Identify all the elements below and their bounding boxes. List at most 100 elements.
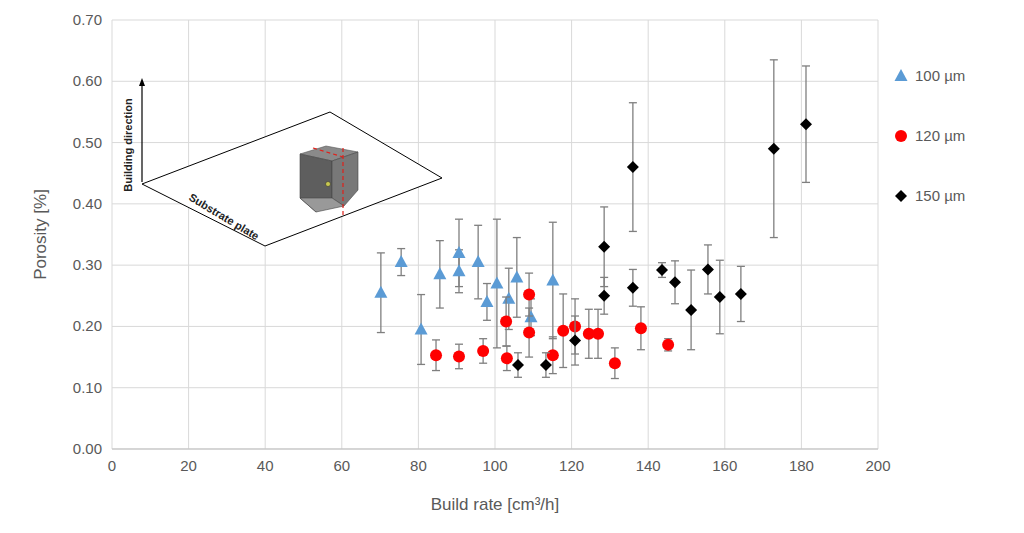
legend-label: 120 µm xyxy=(915,127,965,144)
grid xyxy=(112,20,878,449)
error-bar-cap xyxy=(658,277,666,278)
error-bar-cap xyxy=(600,277,608,278)
x-tick-label: 0 xyxy=(108,457,116,474)
x-grid-line xyxy=(571,20,572,449)
error-bar-cap xyxy=(629,306,637,307)
error-bar-cap xyxy=(502,296,510,297)
error-bar-cap xyxy=(549,373,557,374)
error-bar-cap xyxy=(503,345,511,346)
error-bar-cap xyxy=(549,336,557,337)
data-point xyxy=(598,290,610,302)
error-bar-cap xyxy=(559,293,567,294)
x-tick-label: 160 xyxy=(712,457,737,474)
error-bar-cap xyxy=(377,332,385,333)
plot-data xyxy=(374,60,812,379)
x-tick-label: 120 xyxy=(559,457,584,474)
error-bar-cap xyxy=(542,352,550,353)
data-point xyxy=(523,327,535,339)
chart: 0.000.100.200.300.400.500.600.7002040608… xyxy=(0,0,1024,533)
error-bar-cap xyxy=(432,370,440,371)
x-tick-label: 200 xyxy=(865,457,890,474)
legend-label: 150 µm xyxy=(915,187,965,204)
y-tick-label: 0.50 xyxy=(73,134,102,151)
data-point xyxy=(714,291,726,303)
error-bar-cap xyxy=(397,275,405,276)
error-bar-cap xyxy=(503,370,511,371)
error-bar-cap xyxy=(716,260,724,261)
part-bottom xyxy=(300,198,344,212)
data-point xyxy=(453,350,465,362)
error-bar-cap xyxy=(502,345,510,346)
data-point xyxy=(609,357,621,369)
data-point xyxy=(685,304,697,316)
data-point xyxy=(374,286,387,298)
error-bar-cap xyxy=(474,225,482,226)
x-tick-label: 60 xyxy=(333,457,350,474)
error-bar-cap xyxy=(600,206,608,207)
data-point xyxy=(433,267,446,279)
data-point xyxy=(490,277,503,289)
part-side xyxy=(332,152,358,206)
series xyxy=(430,273,674,378)
data-point xyxy=(662,339,674,351)
data-point xyxy=(523,289,535,301)
legend-marker xyxy=(895,130,907,142)
build-arrow-head xyxy=(139,78,145,86)
x-grid-line xyxy=(341,20,342,449)
error-bar-cap xyxy=(525,272,533,273)
x-grid-line xyxy=(648,20,649,449)
error-bar-cap xyxy=(417,364,425,365)
error-bar-cap xyxy=(600,314,608,315)
error-bar-cap xyxy=(585,309,593,310)
error-bar-cap xyxy=(658,262,666,263)
y-axis-title: Porosity [%] xyxy=(31,189,50,280)
data-point xyxy=(557,325,569,337)
error-bar-cap xyxy=(436,240,444,241)
annotation: Substrate plate xyxy=(187,191,261,242)
data-point xyxy=(500,316,512,328)
legend: 100 µm120 µm150 µm xyxy=(895,67,966,204)
error-bar-cap xyxy=(455,368,463,369)
error-bar-cap xyxy=(611,378,619,379)
data-point xyxy=(546,273,559,285)
x-tick-label: 180 xyxy=(789,457,814,474)
x-axis-line xyxy=(112,449,878,450)
data-point xyxy=(477,345,489,357)
error-bar-cap xyxy=(585,358,593,359)
data-point xyxy=(635,322,647,334)
error-bar-cap xyxy=(514,377,522,378)
error-bar-cap xyxy=(455,344,463,345)
error-bar-cap xyxy=(716,333,724,334)
x-grid-line xyxy=(112,20,113,449)
error-bar-cap xyxy=(455,292,463,293)
data-point xyxy=(627,282,639,294)
y-tick-label: 0.10 xyxy=(73,379,102,396)
error-bar-cap xyxy=(432,339,440,340)
data-point xyxy=(510,270,523,282)
data-point xyxy=(540,359,552,371)
x-tick-label: 100 xyxy=(482,457,507,474)
error-bar-cap xyxy=(455,219,463,220)
error-bar-cap xyxy=(483,283,491,284)
error-bar-cap xyxy=(594,358,602,359)
error-bar-cap xyxy=(704,293,712,294)
error-bar-cap xyxy=(513,317,521,318)
data-point xyxy=(472,255,485,267)
error-bar-cap xyxy=(737,266,745,267)
error-bar-cap xyxy=(483,320,491,321)
error-bar-cap xyxy=(493,219,501,220)
error-bar-cap xyxy=(549,222,557,223)
error-bar-cap xyxy=(637,306,645,307)
error-bar-cap xyxy=(704,244,712,245)
data-point xyxy=(452,246,465,258)
data-point xyxy=(800,118,812,130)
data-point xyxy=(735,288,747,300)
data-point xyxy=(569,335,581,347)
data-point xyxy=(480,295,493,307)
error-bar-cap xyxy=(525,356,533,357)
build-arrow xyxy=(141,84,142,182)
x-tick-label: 20 xyxy=(180,457,197,474)
data-point xyxy=(768,143,780,155)
x-tick-label: 80 xyxy=(410,457,427,474)
data-point xyxy=(525,310,538,322)
